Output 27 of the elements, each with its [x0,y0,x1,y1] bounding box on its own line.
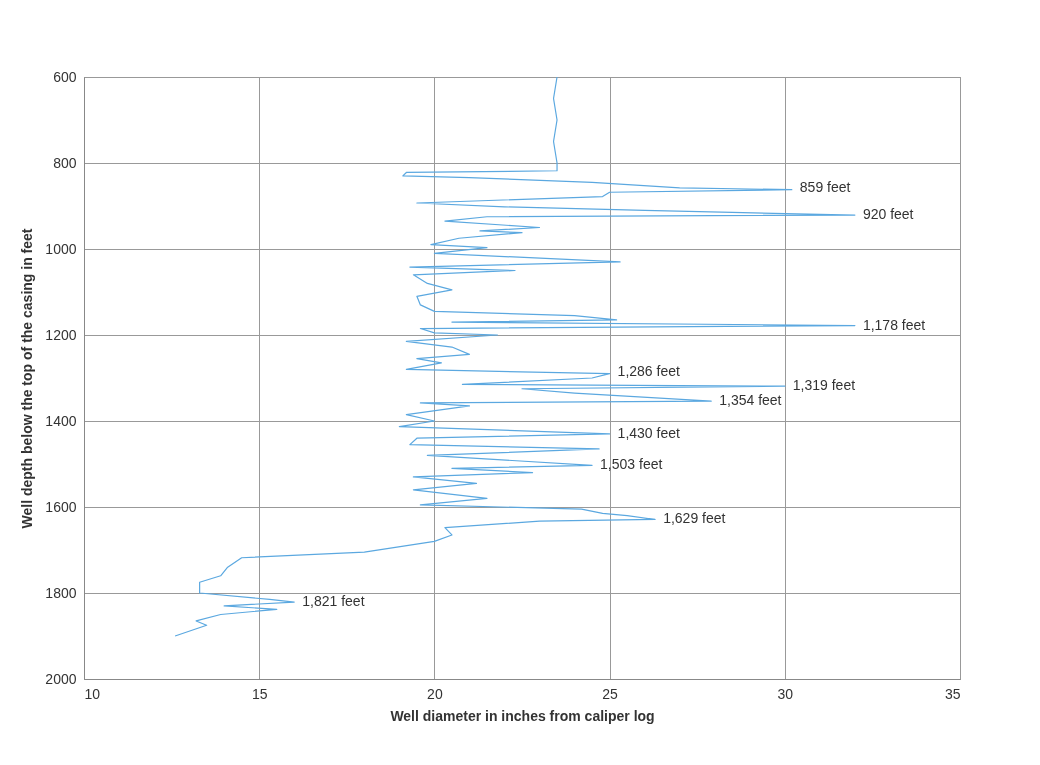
x-tick-label: 35 [944,685,961,702]
annotation: 1,629 feet [663,510,726,527]
y-tick-label: 1000 [45,240,77,257]
annotation: 1,319 feet [792,377,856,394]
annotation: 1,503 feet [600,456,663,473]
annotation: 1,821 feet [302,593,365,610]
y-tick-label: 1200 [45,326,77,343]
line-series [174,76,856,637]
x-tick-label: 10 [84,685,101,702]
annotation: 1,286 feet [617,362,680,379]
x-axis-title: Well diameter in inches from caliper log [390,707,655,724]
annotation: 1,430 feet [617,424,680,441]
x-tick-label: 25 [602,685,619,702]
annotation: 920 feet [862,205,914,222]
y-axis-title: Well depth below the top of the casing in feet [19,228,36,529]
y-tick-label: 1600 [45,498,77,515]
y-tick-label: 800 [53,154,77,171]
annotation: 859 feet [799,179,851,196]
x-tick-label: 15 [251,685,268,702]
y-tick-label: 600 [53,68,77,85]
y-tick-label: 1400 [45,412,77,429]
x-tick-label: 30 [777,685,794,702]
y-tick-label: 2000 [45,670,77,687]
annotation: 1,354 feet [719,392,782,409]
x-tick-label: 20 [427,685,443,702]
y-tick-label: 1800 [45,584,77,601]
annotation: 1,178 feet [862,316,926,333]
